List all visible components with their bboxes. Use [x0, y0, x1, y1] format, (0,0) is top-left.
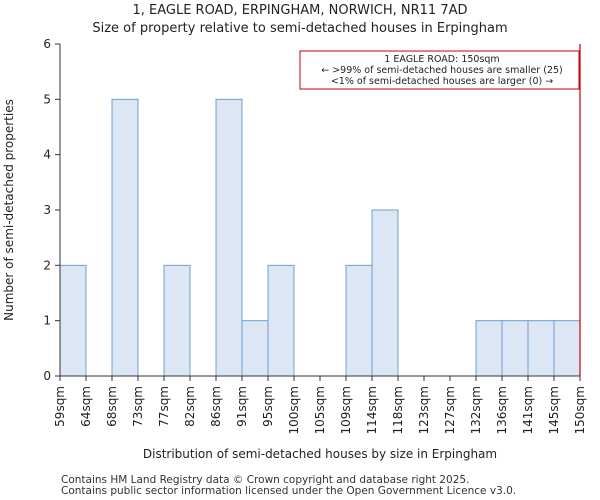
y-axis-label: Number of semi-detached properties: [2, 99, 16, 321]
annotation-box: 1 EAGLE ROAD: 150sqm ← >99% of semi-deta…: [299, 50, 580, 90]
x-tick-label: 73sqm: [131, 386, 145, 427]
x-tick-label: 136sqm: [495, 386, 509, 434]
x-tick-label: 77sqm: [157, 386, 171, 427]
y-tick-label: 6: [43, 37, 51, 51]
x-tick-label: 123sqm: [417, 386, 431, 434]
bar-77sqm: [163, 264, 191, 377]
x-tick-label: 141sqm: [521, 386, 535, 434]
y-tick-label: 2: [43, 258, 51, 272]
x-axis-label: Distribution of semi-detached houses by …: [143, 447, 497, 461]
x-tick-label: 109sqm: [339, 386, 353, 434]
chart-title: 1, EAGLE ROAD, ERPINGHAM, NORWICH, NR11 …: [132, 3, 468, 18]
x-tick-label: 150sqm: [573, 386, 587, 434]
annotation-line-2: ← >99% of semi-detached houses are small…: [321, 65, 563, 76]
y-tick-label: 0: [43, 369, 51, 383]
bar-95sqm: [267, 264, 295, 377]
bar-132sqm: [475, 320, 503, 377]
footer-licence: Contains public sector information licen…: [61, 485, 517, 497]
annotation-line-1: 1 EAGLE ROAD: 150sqm: [384, 54, 499, 65]
x-tick-label: 132sqm: [469, 386, 483, 434]
x-tick-label: 100sqm: [287, 386, 301, 434]
x-tick-label: 68sqm: [105, 386, 119, 427]
x-tick-label: 91sqm: [235, 386, 249, 427]
chart-subtitle: Size of property relative to semi-detach…: [92, 21, 508, 36]
y-tick-label: 4: [43, 148, 51, 162]
x-tick-label: 114sqm: [365, 386, 379, 434]
annotation-line-3: <1% of semi-detached houses are larger (…: [331, 76, 553, 87]
y-axis: 0 1 2 3 4 5 6: [43, 37, 61, 383]
bar-114sqm: [371, 209, 399, 377]
footer-copyright: Contains HM Land Registry data © Crown c…: [61, 474, 470, 486]
bar-91sqm: [241, 320, 269, 377]
x-tick-label: 105sqm: [313, 386, 327, 434]
x-tick-label: 145sqm: [547, 386, 561, 434]
x-tick-label: 64sqm: [79, 386, 93, 427]
x-tick-label: 118sqm: [391, 386, 405, 434]
bar-141sqm: [527, 320, 555, 377]
y-tick-label: 1: [43, 314, 51, 328]
bar-86sqm: [215, 98, 243, 377]
bar-109sqm: [345, 264, 373, 377]
bar-136sqm: [501, 320, 529, 377]
y-tick-label: 3: [43, 203, 51, 217]
bar-68sqm: [111, 98, 139, 377]
x-axis: 59sqm 64sqm 68sqm 73sqm 77sqm 82sqm 86sqm 91sqm…: [53, 375, 587, 434]
x-tick-label: 95sqm: [261, 386, 275, 427]
x-tick-label: 82sqm: [183, 386, 197, 427]
x-tick-label: 127sqm: [443, 386, 457, 434]
y-tick-label: 5: [43, 92, 51, 106]
annotation-border: [299, 50, 580, 90]
x-tick-label: 59sqm: [53, 386, 67, 427]
bar-145sqm: [553, 320, 581, 377]
bar-59sqm: [59, 264, 87, 377]
x-tick-label: 86sqm: [209, 386, 223, 427]
bars-group: [59, 98, 581, 377]
